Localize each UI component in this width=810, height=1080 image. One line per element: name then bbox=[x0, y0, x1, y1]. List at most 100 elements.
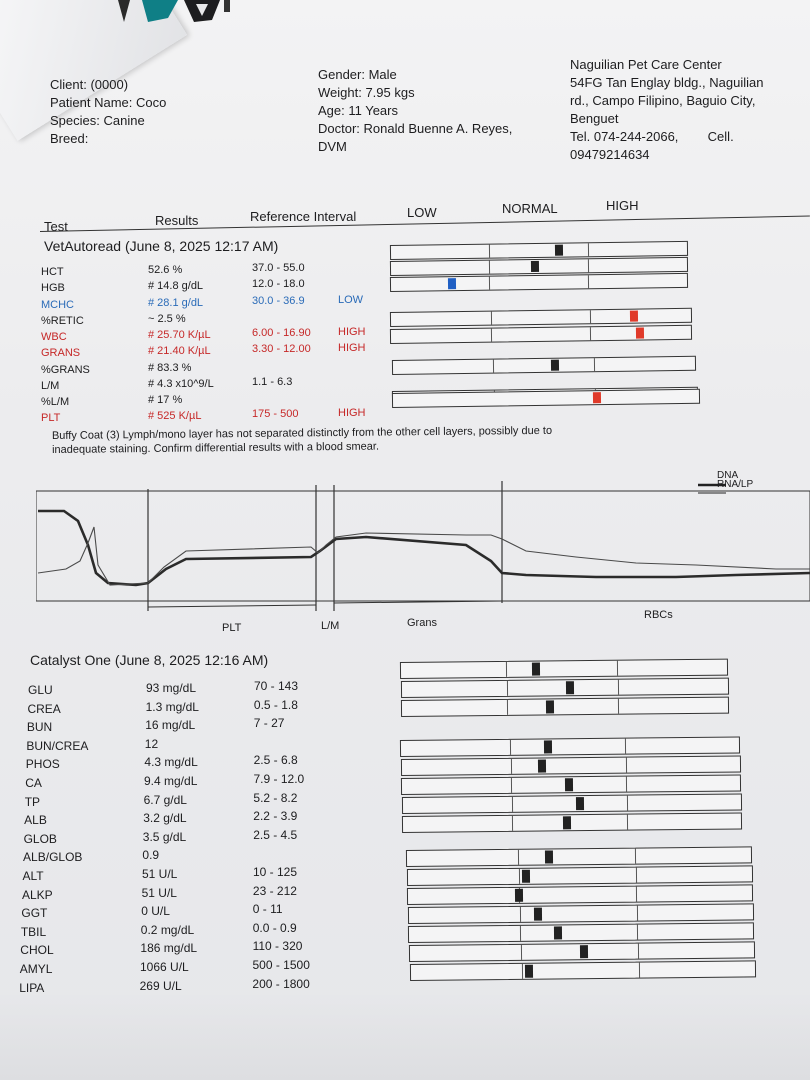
test-result: # 21.40 K/µL bbox=[148, 345, 211, 358]
rna-curve bbox=[37, 526, 810, 586]
test-reference: 2.2 - 3.9 bbox=[253, 809, 298, 824]
test-reference: 2.5 - 6.8 bbox=[253, 753, 298, 768]
test-reference: 2.5 - 4.5 bbox=[253, 827, 298, 842]
range-bar bbox=[400, 755, 741, 776]
range-bar-high-divider bbox=[635, 848, 637, 864]
test-reference: 30.0 - 36.9 bbox=[252, 294, 305, 307]
test-name: ALKP bbox=[21, 887, 53, 902]
test-name: %RETIC bbox=[41, 314, 84, 327]
test-flag: LOW bbox=[338, 293, 364, 306]
test-result: # 28.1 g/dL bbox=[148, 296, 204, 309]
test-reference: 10 - 125 bbox=[253, 865, 298, 879]
result-marker bbox=[629, 310, 638, 322]
clinic-cell: 09479214634 bbox=[570, 147, 650, 162]
range-bar bbox=[402, 812, 743, 833]
test-reference: 23 - 212 bbox=[252, 883, 297, 898]
range-bar-low-divider bbox=[506, 680, 508, 696]
test-reference: 200 - 1800 bbox=[252, 976, 310, 991]
clinic-name: Naguilian Pet Care Center bbox=[570, 57, 722, 72]
range-bar-low-divider bbox=[505, 661, 508, 677]
range-bar-high-divider bbox=[638, 943, 640, 959]
result-marker bbox=[565, 681, 574, 695]
range-bar bbox=[389, 307, 693, 327]
test-reference: 175 - 500 bbox=[252, 408, 299, 421]
range-bar-low-divider bbox=[489, 260, 491, 274]
result-marker bbox=[635, 327, 644, 339]
col-reference-header: Reference Interval bbox=[250, 209, 357, 224]
result-marker bbox=[563, 816, 572, 830]
range-bar-high-divider bbox=[635, 867, 638, 883]
test-result: 9.4 mg/dL bbox=[144, 774, 198, 788]
test-name: %GRANS bbox=[41, 363, 90, 376]
result-marker bbox=[546, 700, 555, 714]
test-name: PLT bbox=[41, 412, 61, 425]
test-result: 0.2 mg/dL bbox=[140, 922, 195, 937]
result-marker bbox=[576, 797, 585, 811]
test-reference: 0.5 - 1.8 bbox=[253, 697, 298, 712]
patient-info: Gender: Male Weight: 7.95 kgs Age: 11 Ye… bbox=[318, 66, 512, 156]
range-bar-high-divider bbox=[625, 738, 627, 754]
legend-dna: DNA bbox=[717, 470, 739, 481]
col-high-header: HIGH bbox=[606, 198, 639, 213]
range-bar-low-divider bbox=[519, 906, 521, 922]
range-bar-low-divider bbox=[493, 359, 495, 373]
test-name: CA bbox=[25, 776, 42, 790]
client-info: Client: (0000) Patient Name: Coco Specie… bbox=[50, 76, 166, 148]
test-reference: 500 - 1500 bbox=[252, 958, 310, 972]
test-result: 51 U/L bbox=[142, 867, 178, 881]
range-bar-high-divider bbox=[627, 814, 629, 830]
patient-name: Patient Name: Coco bbox=[50, 95, 167, 110]
range-bar-low-divider bbox=[489, 276, 491, 290]
test-reference: 0 - 11 bbox=[252, 902, 283, 917]
test-flag: HIGH bbox=[338, 342, 366, 355]
range-bar-high-divider bbox=[626, 776, 628, 792]
clinic-logo-fragment bbox=[108, 0, 238, 26]
result-marker bbox=[579, 945, 588, 959]
result-marker bbox=[545, 850, 554, 864]
test-name: TBIL bbox=[20, 924, 47, 939]
test-result: 3.2 g/dL bbox=[143, 811, 187, 826]
range-bar bbox=[391, 355, 697, 375]
range-bar bbox=[408, 941, 756, 962]
range-bar-low-divider bbox=[512, 815, 514, 831]
test-name: MCHC bbox=[41, 298, 74, 311]
vetautoread-title: VetAutoread (June 8, 2025 12:17 AM) bbox=[44, 238, 279, 254]
test-result: 1.3 mg/dL bbox=[145, 699, 199, 714]
range-bar-low-divider bbox=[510, 777, 513, 793]
test-result: 0 U/L bbox=[141, 904, 170, 919]
doctor: Doctor: Ronald Buenne A. Reyes, bbox=[318, 121, 513, 136]
test-flag: HIGH bbox=[338, 407, 366, 420]
chart-legend: DNA RNA/LP bbox=[717, 470, 754, 490]
test-name: CHOL bbox=[20, 943, 54, 958]
test-name: ALB bbox=[24, 813, 47, 828]
test-result: 16 mg/dL bbox=[145, 718, 196, 733]
test-reference: 70 - 143 bbox=[254, 679, 299, 693]
clinic-cell-label: Cell. bbox=[707, 129, 734, 144]
result-marker bbox=[537, 759, 546, 773]
test-result: ~ 2.5 % bbox=[148, 312, 186, 325]
result-marker bbox=[532, 662, 541, 676]
test-reference: 12.0 - 18.0 bbox=[252, 278, 305, 291]
result-marker bbox=[543, 740, 552, 754]
range-bar bbox=[408, 922, 755, 943]
test-name: GRANS bbox=[41, 347, 81, 360]
test-result: # 17 % bbox=[148, 394, 183, 406]
test-result: 4.3 mg/dL bbox=[144, 755, 198, 770]
range-bar bbox=[401, 696, 730, 717]
range-bar-low-divider bbox=[510, 758, 512, 774]
test-result: # 25.70 K/µL bbox=[148, 329, 211, 341]
legend-rna: RNA/LP bbox=[717, 479, 754, 490]
test-name: AMYL bbox=[19, 962, 53, 976]
range-bar bbox=[405, 846, 753, 867]
test-result: # 525 K/µL bbox=[148, 410, 202, 423]
test-result: 51 U/L bbox=[141, 885, 177, 900]
test-name: BUN/CREA bbox=[26, 738, 89, 753]
range-bar bbox=[389, 272, 689, 292]
test-name: HCT bbox=[41, 266, 64, 278]
test-name: LIPA bbox=[19, 980, 45, 995]
client-id: Client: (0000) bbox=[50, 77, 129, 92]
test-result: 93 mg/dL bbox=[146, 681, 197, 695]
clinic-phone-row: Tel. 074-244-2066, Cell. bbox=[570, 128, 763, 146]
clinic-address-line3: Benguet bbox=[570, 111, 619, 126]
test-result: 269 U/L bbox=[139, 978, 182, 993]
